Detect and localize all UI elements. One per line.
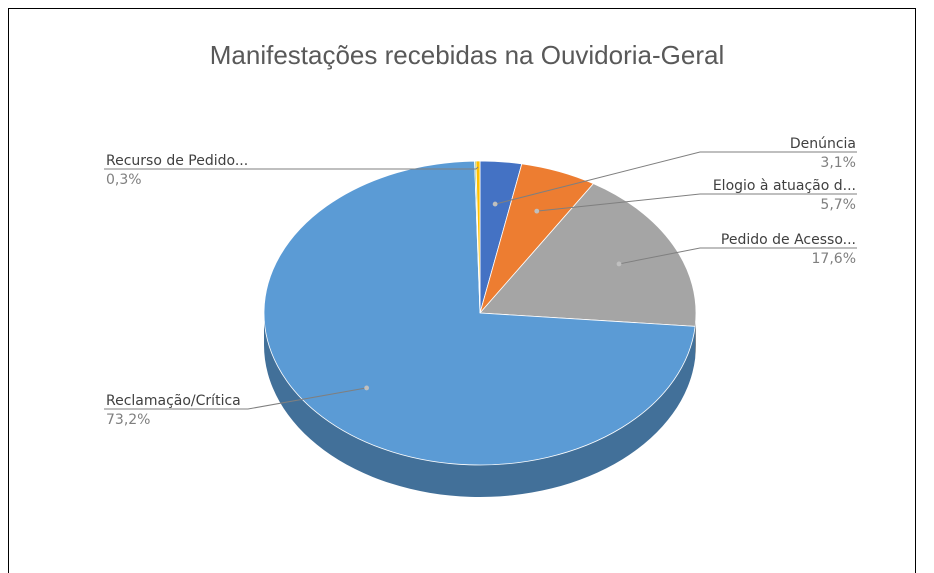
leader-line-recurso-de-pedido — [104, 166, 479, 170]
data-label-value-pedido-de-acesso: 17,6% — [812, 251, 856, 267]
data-label-value-recurso-de-pedido: 0,3% — [106, 172, 142, 188]
data-label-value-reclamacao-critica: 73,2% — [106, 412, 150, 428]
leader-line-pedido-de-acesso — [618, 247, 857, 265]
data-label-name-recurso-de-pedido: Recurso de Pedido... — [106, 153, 248, 169]
leader-line-reclamacao-critica — [104, 387, 367, 410]
leader-line-elogio-a-atuacao-d — [536, 193, 857, 212]
data-label-name-denuncia: Denúncia — [790, 136, 856, 152]
chart-title: Manifestações recebidas na Ouvidoria-Ger… — [209, 40, 725, 70]
data-label-value-denuncia: 3,1% — [820, 155, 856, 171]
leader-dot-pedido-de-acesso — [616, 261, 622, 267]
leader-dot-denuncia — [492, 201, 498, 207]
leader-dot-elogio-a-atuacao-d — [534, 208, 540, 214]
pie-slice-pedido-de-acesso — [479, 183, 697, 327]
leader-dot-reclamacao-critica — [364, 385, 370, 391]
data-label-name-reclamacao-critica: Reclamação/Crítica — [106, 393, 241, 409]
data-label-name-elogio-a-atuacao-d: Elogio à atuação d... — [713, 178, 856, 194]
pie-slice-recurso-de-pedido — [475, 160, 481, 314]
data-label-value-elogio-a-atuacao-d: 5,7% — [820, 197, 856, 213]
pie-side-reclamacao-critica — [264, 313, 696, 498]
data-label-name-pedido-de-acesso: Pedido de Acesso... — [721, 232, 856, 248]
leader-line-denuncia — [494, 151, 857, 205]
